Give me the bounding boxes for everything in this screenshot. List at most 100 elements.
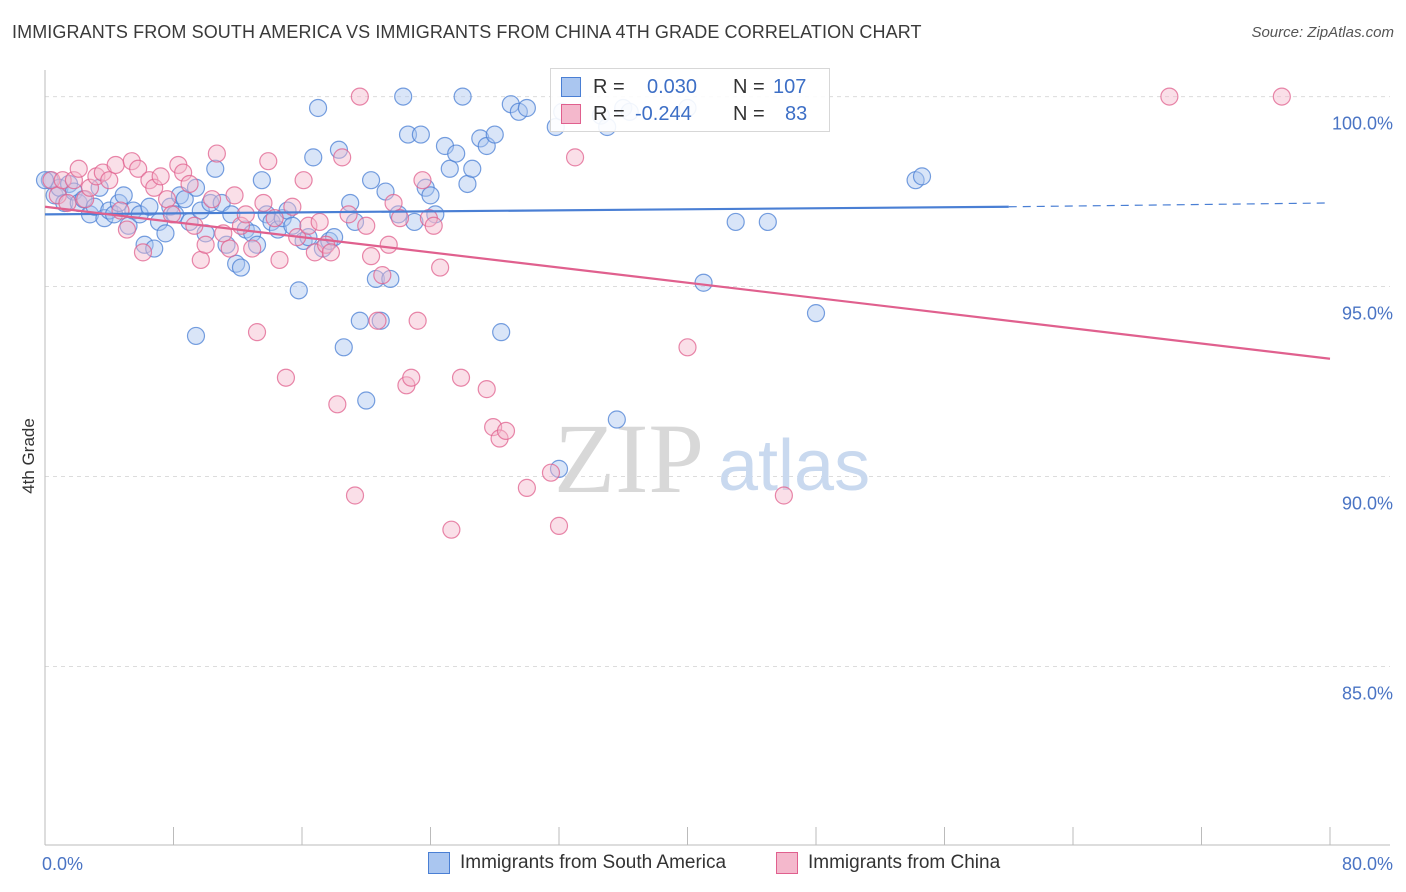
point-china (76, 190, 95, 209)
point-south-america (186, 326, 206, 346)
y-tick-label: 95.0% (1342, 304, 1393, 324)
trend-line-south-america (44, 205, 1009, 216)
watermark-atlas: atlas (718, 426, 870, 506)
series-china-points (42, 87, 1291, 539)
point-china (106, 155, 125, 175)
legend-r-value: -0.244 (635, 102, 692, 125)
point-china (402, 368, 421, 387)
point-china (431, 258, 450, 277)
legend-r-label: R = (593, 75, 625, 98)
point-china (247, 323, 267, 342)
legend-n-label: N = (733, 102, 765, 125)
point-china (254, 193, 273, 213)
point-south-america (458, 174, 477, 194)
point-south-america (357, 391, 376, 410)
point-china (294, 171, 313, 190)
point-south-america (453, 87, 472, 106)
point-south-america (517, 98, 536, 118)
point-south-america (35, 171, 55, 190)
point-china (357, 216, 376, 235)
point-china (265, 209, 284, 228)
point-south-america (345, 212, 365, 232)
point-china (477, 380, 496, 399)
point-china (565, 148, 585, 167)
point-china (333, 148, 352, 167)
point-south-america (607, 410, 626, 429)
legend-swatch-blue (428, 852, 450, 874)
point-china (549, 516, 569, 535)
point-south-america (912, 167, 932, 186)
point-china (339, 205, 358, 224)
correlation-legend: R = 0.030 N = 107 R = -0.244 N = 83 (550, 68, 830, 132)
point-china (408, 311, 427, 330)
point-south-america (485, 125, 504, 144)
point-china (1272, 87, 1291, 106)
legend-n-value: 107 (773, 75, 807, 98)
point-china (122, 152, 141, 171)
point-south-america (726, 212, 745, 232)
y-axis-label: 4th Grade (19, 418, 38, 494)
grid-lines (45, 96, 1390, 667)
y-tick-label: 85.0% (1342, 683, 1393, 703)
point-china (321, 243, 341, 262)
point-china (361, 247, 381, 266)
point-south-america (463, 159, 482, 178)
point-china (451, 368, 471, 387)
point-china (413, 171, 432, 190)
point-china (1160, 87, 1179, 106)
legend-row-china: R = -0.244 N = 83 (561, 102, 807, 126)
point-south-america (156, 224, 175, 243)
legend-swatch-pink (561, 104, 581, 124)
point-china (541, 463, 561, 482)
point-china (80, 178, 100, 197)
point-south-america (492, 323, 511, 342)
point-south-america (135, 235, 154, 254)
point-south-america (289, 281, 308, 300)
point-china (64, 171, 84, 190)
point-south-america (206, 159, 225, 178)
point-china (207, 144, 226, 163)
watermark-zip: ZIP (554, 403, 704, 514)
trend-lines (44, 202, 1331, 360)
trend-line-extension (1008, 202, 1331, 208)
point-china (424, 216, 443, 235)
point-china (129, 159, 148, 178)
x-tick-label: 0.0% (42, 854, 83, 874)
legend-item-south-america[interactable]: Immigrants from South America (428, 852, 726, 874)
point-china (678, 338, 697, 357)
point-china (202, 190, 222, 209)
point-china (328, 395, 347, 414)
point-china (225, 186, 244, 205)
legend-label-china: Immigrants from China (808, 852, 1001, 873)
point-china (196, 235, 215, 254)
point-south-america (471, 129, 490, 148)
trend-line-china (44, 205, 1331, 360)
point-china (133, 243, 153, 262)
point-china (157, 190, 177, 209)
point-china (496, 421, 516, 441)
point-south-america (447, 144, 466, 163)
point-china (58, 193, 77, 213)
point-south-america (334, 338, 353, 357)
series-legend: Immigrants from South America Immigrants… (0, 852, 1406, 878)
legend-item-china[interactable]: Immigrants from China (776, 852, 1000, 874)
point-china (117, 220, 137, 239)
point-south-america (231, 258, 251, 277)
point-south-america (350, 311, 369, 330)
point-south-america (252, 171, 271, 190)
point-china (442, 520, 461, 539)
point-china (259, 152, 278, 171)
legend-n-value: 83 (785, 102, 808, 125)
point-south-america (114, 186, 133, 205)
source-label: Source: ZipAtlas.com (1251, 24, 1394, 41)
point-china (243, 239, 262, 258)
point-south-america (398, 125, 418, 144)
point-south-america (283, 216, 302, 235)
point-china (390, 209, 410, 228)
y-tick-label: 100.0% (1332, 114, 1393, 134)
point-china (283, 197, 302, 216)
point-china (276, 368, 296, 387)
point-china (379, 235, 398, 254)
point-south-america (191, 201, 210, 220)
